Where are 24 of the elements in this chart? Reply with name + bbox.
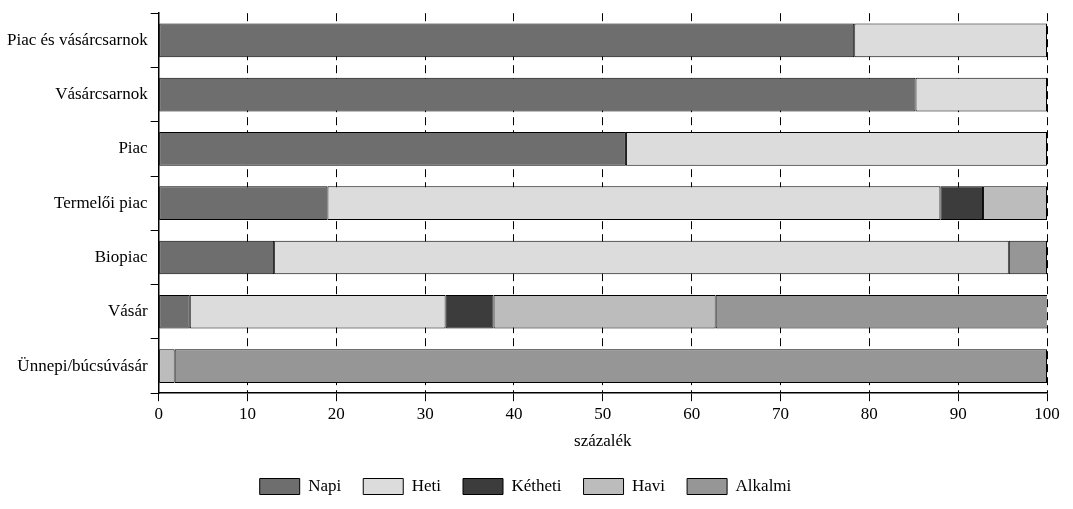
y-tick-label: Biopiac	[94, 246, 149, 266]
y-tick-label: Ünnepi/búcsúvásár	[17, 355, 148, 375]
x-tick-label: 50	[594, 403, 612, 423]
x-tick-label: 0	[154, 403, 163, 423]
legend-label: Heti	[411, 475, 442, 495]
y-tick-label: Piac	[118, 138, 149, 158]
x-tick-label: 20	[327, 403, 345, 423]
y-tick-label: Vásárcsarnok	[55, 84, 149, 104]
legend-label: Havi	[632, 475, 666, 495]
legend-label: Alkalmi	[735, 475, 792, 495]
x-tick-label: 80	[860, 403, 878, 423]
y-tick-label: Vásár	[108, 301, 148, 321]
x-tick-label: 10	[239, 403, 256, 423]
x-tick-label: 70	[772, 403, 789, 423]
x-tick-label: 90	[949, 403, 967, 423]
legend-label: Napi	[308, 475, 342, 495]
y-tick-label: Termelői piac	[53, 192, 149, 212]
x-tick-label: 40	[505, 403, 523, 423]
legend-label: Kétheti	[511, 475, 562, 495]
x-tick-label: 100	[1034, 403, 1060, 423]
x-axis-title: százalék	[574, 431, 633, 451]
x-tick-label: 60	[683, 403, 701, 423]
y-tick-label: Piac és vásárcsarnok	[6, 29, 149, 49]
x-tick-label: 30	[416, 403, 434, 423]
